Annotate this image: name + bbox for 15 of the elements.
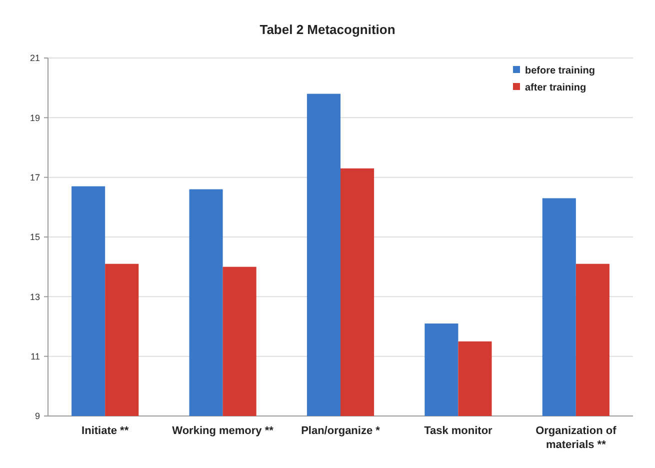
y-tick-label: 19	[30, 112, 40, 123]
y-tick-label: 13	[30, 292, 40, 302]
y-tick-label: 9	[34, 411, 40, 422]
y-tick-label: 17	[30, 172, 40, 182]
chart-title: Tabel 2 Metacognition	[260, 22, 396, 37]
x-tick-label: Initiate **	[82, 425, 130, 437]
x-tick-label: Organization of materials **	[536, 425, 617, 451]
y-tick-label: 11	[30, 351, 40, 362]
x-tick-label: Task monitor	[424, 425, 494, 437]
legend-label: after training	[525, 82, 586, 94]
x-tick-label: Working memory **	[172, 425, 274, 437]
y-tick-label: 21	[30, 53, 40, 64]
x-tick-label: Plan/organize *	[301, 425, 381, 437]
y-tick-label: 15	[30, 232, 40, 242]
legend-label: before training	[525, 66, 596, 76]
